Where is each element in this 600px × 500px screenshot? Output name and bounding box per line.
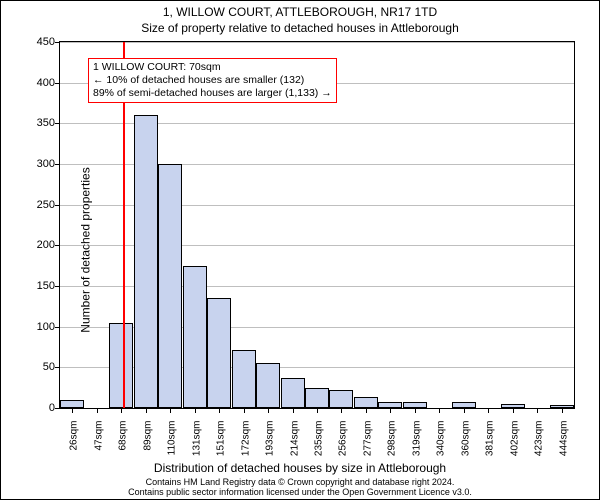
y-tick-label: 400 bbox=[31, 77, 55, 89]
x-tick-mark bbox=[464, 409, 465, 413]
info-box: 1 WILLOW COURT: 70sqm← 10% of detached h… bbox=[88, 58, 337, 103]
y-tick-mark bbox=[55, 83, 59, 84]
x-tick-mark bbox=[317, 409, 318, 413]
x-tick-mark bbox=[268, 409, 269, 413]
x-tick-mark bbox=[341, 409, 342, 413]
x-tick-mark bbox=[366, 409, 367, 413]
y-tick-mark bbox=[55, 42, 59, 43]
histogram-bar bbox=[60, 400, 84, 408]
histogram-bar bbox=[281, 378, 305, 408]
footnote-line-1: Contains HM Land Registry data © Crown c… bbox=[146, 477, 455, 487]
y-tick-mark bbox=[55, 408, 59, 409]
histogram-bar bbox=[134, 115, 158, 408]
title-line-2: Size of property relative to detached ho… bbox=[1, 21, 599, 35]
x-tick-mark bbox=[244, 409, 245, 413]
histogram-bar bbox=[354, 397, 378, 408]
info-box-line: 1 WILLOW COURT: 70sqm bbox=[93, 61, 332, 74]
x-tick-mark bbox=[170, 409, 171, 413]
y-tick-mark bbox=[55, 123, 59, 124]
y-tick-label: 50 bbox=[31, 361, 55, 373]
y-tick-mark bbox=[55, 205, 59, 206]
histogram-bar bbox=[329, 390, 353, 408]
histogram-bar bbox=[501, 404, 525, 408]
x-tick-mark bbox=[415, 409, 416, 413]
x-tick-mark bbox=[219, 409, 220, 413]
y-tick-label: 300 bbox=[31, 158, 55, 170]
histogram-bar bbox=[232, 350, 256, 408]
y-tick-mark bbox=[55, 367, 59, 368]
y-tick-label: 350 bbox=[31, 117, 55, 129]
x-tick-mark bbox=[72, 409, 73, 413]
y-tick-label: 450 bbox=[31, 36, 55, 48]
histogram-bar bbox=[183, 266, 207, 408]
info-box-line: 89% of semi-detached houses are larger (… bbox=[93, 87, 332, 100]
x-tick-mark bbox=[562, 409, 563, 413]
histogram-bar bbox=[378, 402, 402, 409]
x-tick-mark bbox=[439, 409, 440, 413]
histogram-bar bbox=[452, 402, 476, 408]
y-tick-mark bbox=[55, 327, 59, 328]
y-tick-label: 0 bbox=[31, 402, 55, 414]
x-tick-mark bbox=[390, 409, 391, 413]
x-tick-mark bbox=[97, 409, 98, 413]
x-tick-mark bbox=[146, 409, 147, 413]
histogram-bar bbox=[305, 388, 329, 408]
histogram-bar bbox=[207, 298, 231, 408]
histogram-bar bbox=[109, 323, 133, 408]
x-tick-mark bbox=[488, 409, 489, 413]
x-tick-mark bbox=[513, 409, 514, 413]
y-tick-label: 200 bbox=[31, 239, 55, 251]
y-tick-label: 250 bbox=[31, 199, 55, 211]
gridline bbox=[60, 42, 574, 43]
plot-area: 1 WILLOW COURT: 70sqm← 10% of detached h… bbox=[59, 41, 575, 409]
x-axis-label: Distribution of detached houses by size … bbox=[1, 461, 599, 475]
title-line-1: 1, WILLOW COURT, ATTLEBOROUGH, NR17 1TD bbox=[1, 5, 599, 19]
histogram-bar bbox=[403, 402, 427, 408]
y-tick-mark bbox=[55, 164, 59, 165]
footnote-line-2: Contains public sector information licen… bbox=[128, 487, 472, 497]
x-tick-mark bbox=[195, 409, 196, 413]
x-tick-mark bbox=[537, 409, 538, 413]
y-tick-mark bbox=[55, 286, 59, 287]
histogram-bar bbox=[550, 405, 574, 408]
info-box-line: ← 10% of detached houses are smaller (13… bbox=[93, 74, 332, 87]
footnote: Contains HM Land Registry data © Crown c… bbox=[1, 477, 599, 497]
histogram-bar bbox=[256, 363, 280, 408]
histogram-bar bbox=[158, 164, 182, 408]
figure-container: 1, WILLOW COURT, ATTLEBOROUGH, NR17 1TD … bbox=[0, 0, 600, 500]
x-tick-mark bbox=[293, 409, 294, 413]
y-tick-label: 100 bbox=[31, 321, 55, 333]
y-tick-mark bbox=[55, 245, 59, 246]
y-tick-label: 150 bbox=[31, 280, 55, 292]
x-tick-mark bbox=[121, 409, 122, 413]
